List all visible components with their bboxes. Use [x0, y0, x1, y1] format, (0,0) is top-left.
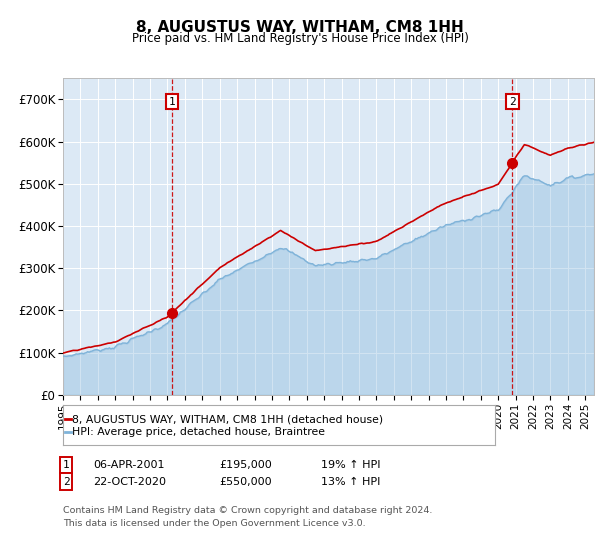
Text: Contains HM Land Registry data © Crown copyright and database right 2024.
This d: Contains HM Land Registry data © Crown c… [63, 506, 433, 528]
Text: 1: 1 [62, 460, 70, 470]
Text: 2: 2 [509, 97, 516, 106]
Text: 19% ↑ HPI: 19% ↑ HPI [321, 460, 380, 470]
Text: 13% ↑ HPI: 13% ↑ HPI [321, 477, 380, 487]
Text: £195,000: £195,000 [219, 460, 272, 470]
Text: 06-APR-2001: 06-APR-2001 [93, 460, 164, 470]
Text: £550,000: £550,000 [219, 477, 272, 487]
Text: 22-OCT-2020: 22-OCT-2020 [93, 477, 166, 487]
Text: HPI: Average price, detached house, Braintree: HPI: Average price, detached house, Brai… [72, 427, 325, 437]
Text: 1: 1 [169, 97, 176, 106]
Text: 8, AUGUSTUS WAY, WITHAM, CM8 1HH (detached house): 8, AUGUSTUS WAY, WITHAM, CM8 1HH (detach… [72, 414, 383, 424]
Text: 2: 2 [62, 477, 70, 487]
Text: 8, AUGUSTUS WAY, WITHAM, CM8 1HH: 8, AUGUSTUS WAY, WITHAM, CM8 1HH [136, 20, 464, 35]
Text: Price paid vs. HM Land Registry's House Price Index (HPI): Price paid vs. HM Land Registry's House … [131, 32, 469, 45]
